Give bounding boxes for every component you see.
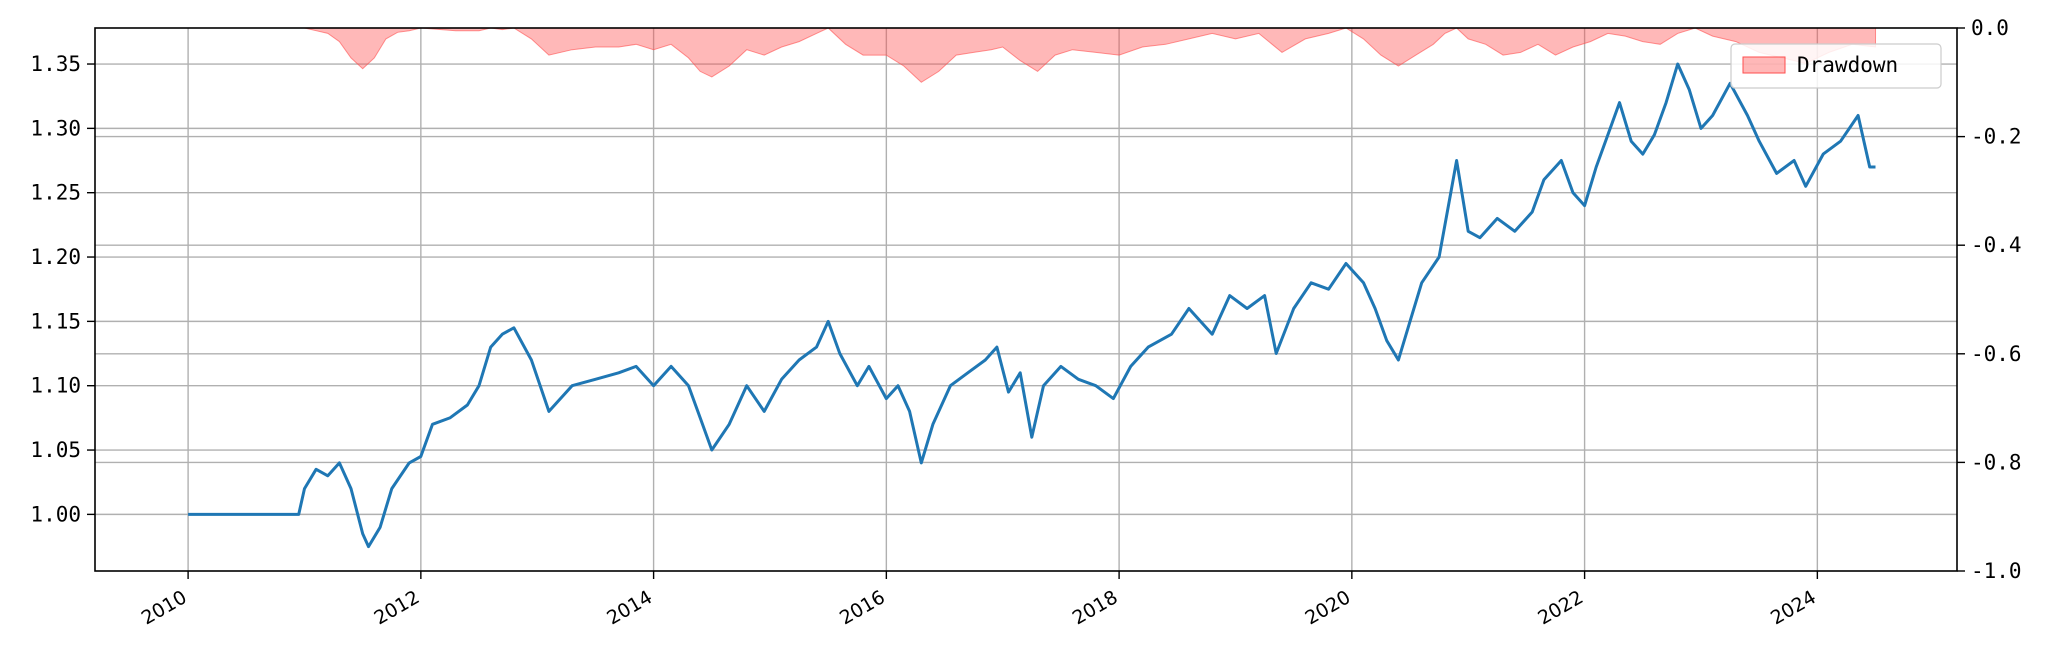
- x-tick-label: 2018: [1069, 586, 1122, 629]
- equity-line: [188, 62, 1876, 549]
- x-tick-label: 2012: [370, 586, 423, 629]
- drawdown-area-layer: [304, 27, 1877, 83]
- legend-label-drawdown: Drawdown: [1797, 53, 1898, 77]
- y-left-tick-label: 1.10: [30, 374, 81, 398]
- y-left-tick-label: 1.15: [30, 309, 81, 333]
- y-right-tick-label: -0.6: [1971, 342, 2022, 366]
- y-right-tick-label: -0.2: [1971, 125, 2022, 149]
- y-right-tick-label: -0.4: [1971, 233, 2022, 257]
- legend-box: [1730, 43, 1942, 89]
- x-tick-label: 2014: [603, 586, 656, 629]
- x-axis: 2010 2012 2014 2016 2018 2020 2022 2024: [138, 571, 1820, 630]
- x-tick-label: 2016: [836, 586, 889, 629]
- legend: Drawdown: [1730, 43, 1942, 89]
- y-right-tick-label: -0.8: [1971, 450, 2022, 474]
- y-axis-left: 1.00 1.05 1.10 1.15 1.20 1.25 1.30 1.35: [30, 52, 95, 526]
- y-right-tick-label: -1.0: [1971, 559, 2022, 583]
- legend-swatch-drawdown: [1742, 56, 1786, 74]
- y-left-tick-label: 1.25: [30, 181, 81, 205]
- grid: [95, 28, 1957, 571]
- x-tick-label: 2024: [1767, 586, 1820, 629]
- y-right-tick-label: 0.0: [1971, 16, 2009, 40]
- equity-line-layer: [188, 62, 1876, 549]
- drawdown-area: [304, 27, 1877, 83]
- x-tick-label: 2022: [1534, 586, 1587, 629]
- y-left-tick-label: 1.30: [30, 116, 81, 140]
- x-tick-label: 2020: [1301, 586, 1354, 629]
- y-axis-right: 0.0 -0.2 -0.4 -0.6 -0.8 -1.0: [1957, 16, 2022, 583]
- y-left-tick-label: 1.00: [30, 502, 81, 526]
- plot-frame: [94, 27, 1958, 572]
- y-left-tick-label: 1.20: [30, 245, 81, 269]
- y-left-tick-label: 1.35: [30, 52, 81, 76]
- y-left-tick-label: 1.05: [30, 438, 81, 462]
- x-tick-label: 2010: [138, 586, 191, 629]
